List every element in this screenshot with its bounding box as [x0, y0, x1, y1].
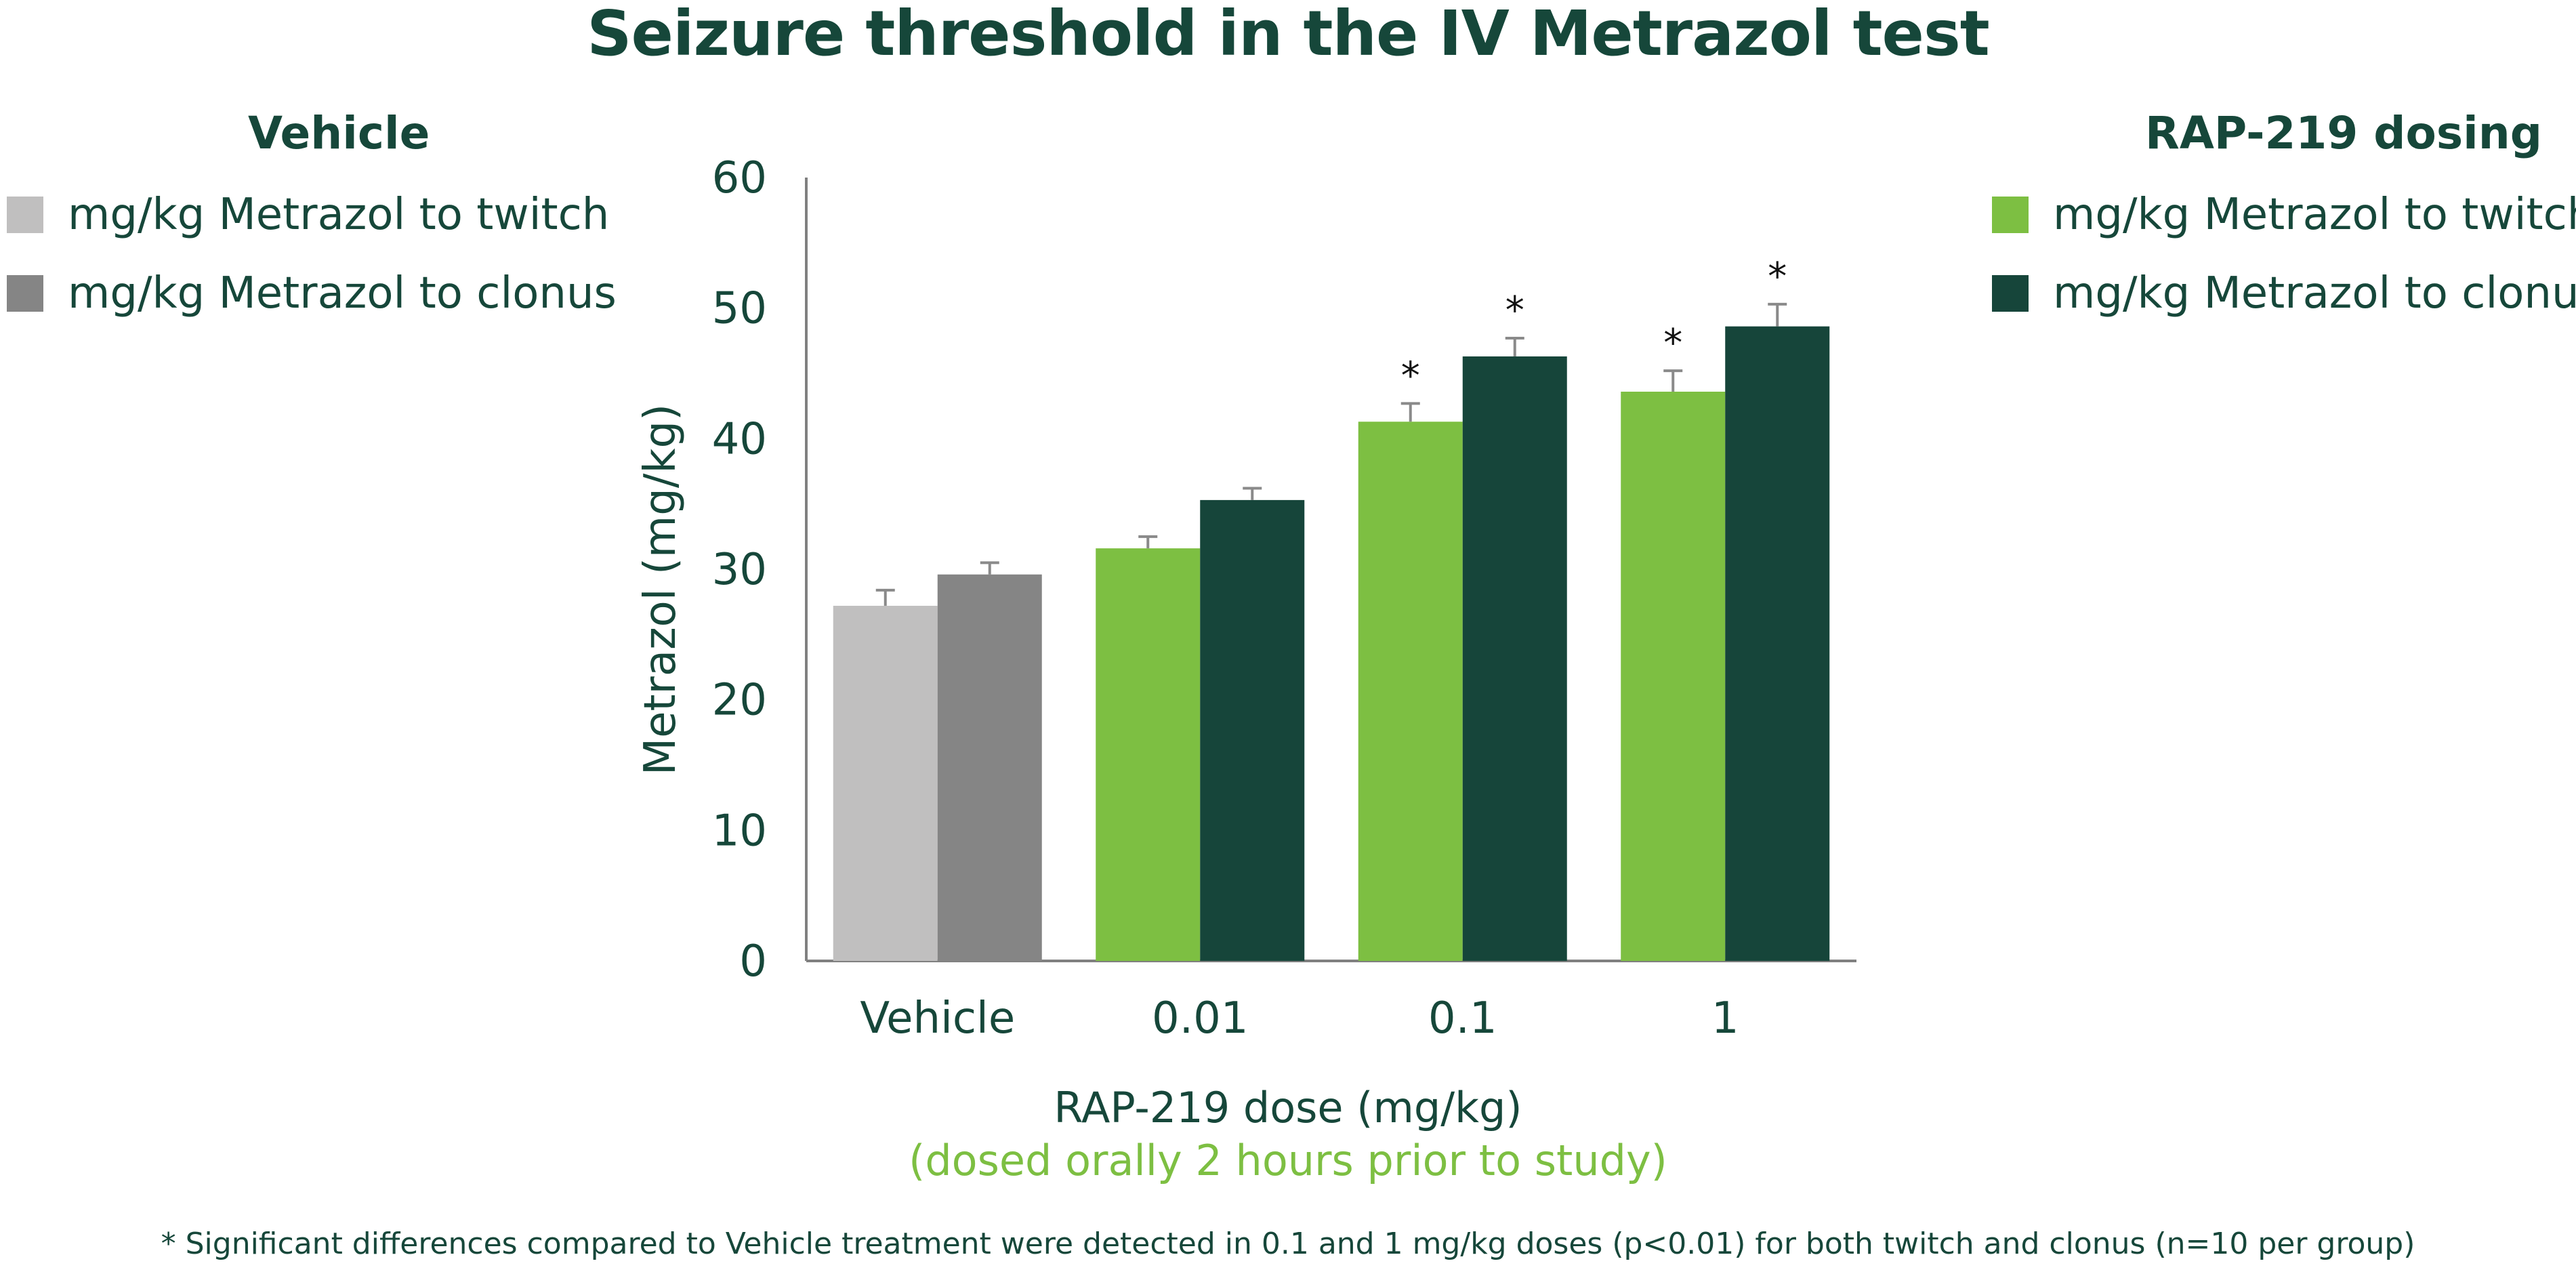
rap219-legend-clonus-label: mg/kg Metrazol to clonus [2053, 268, 2576, 318]
y-tick-label: 0 [739, 937, 767, 987]
rap219-legend-title: RAP-219 dosing [2145, 107, 2542, 159]
bar-clonus-0 [937, 574, 1042, 961]
y-tick-label: 20 [712, 676, 767, 726]
vehicle-twitch-swatch [7, 197, 43, 233]
vehicle-legend-clonus-label: mg/kg Metrazol to clonus [68, 268, 617, 318]
significance-star-twitch-3: * [1663, 321, 1682, 365]
bar-clonus-3 [1725, 326, 1830, 961]
rap219-clonus-swatch [1992, 275, 2029, 312]
rap219-legend-clonus: mg/kg Metrazol to clonus [1992, 268, 2576, 318]
y-tick-label: 60 [712, 153, 767, 203]
y-tick-label: 10 [712, 806, 767, 856]
bar-twitch-2 [1358, 422, 1463, 961]
y-tick-label: 30 [712, 545, 767, 595]
x-tick-label-2: 0.1 [1428, 993, 1497, 1044]
y-axis-label: Metrazol (mg/kg) [636, 404, 686, 775]
rap219-twitch-swatch [1992, 197, 2029, 233]
significance-star-clonus-3: * [1768, 255, 1787, 299]
y-tick-label: 40 [712, 414, 767, 464]
x-axis-label: RAP-219 dose (mg/kg) [1054, 1083, 1522, 1132]
bar-clonus-2 [1462, 356, 1567, 961]
x-tick-label-1: 0.01 [1152, 993, 1249, 1044]
vehicle-legend-twitch: mg/kg Metrazol to twitch [7, 190, 609, 240]
rap219-legend-twitch: mg/kg Metrazol to twitch [1992, 190, 2576, 240]
vehicle-clonus-swatch [7, 275, 43, 312]
x-tick-label-0: Vehicle [860, 993, 1015, 1044]
x-tick-label-3: 1 [1711, 993, 1739, 1044]
vehicle-legend-twitch-label: mg/kg Metrazol to twitch [68, 190, 610, 240]
vehicle-legend-clonus: mg/kg Metrazol to clonus [7, 268, 617, 318]
rap219-legend-twitch-label: mg/kg Metrazol to twitch [2053, 190, 2576, 240]
significance-star-twitch-2: * [1401, 354, 1420, 398]
bar-twitch-1 [1096, 548, 1201, 961]
bar-clonus-1 [1200, 499, 1305, 961]
significance-star-clonus-2: * [1505, 289, 1524, 333]
x-axis-sublabel: (dosed orally 2 hours prior to study) [909, 1136, 1667, 1185]
bar-twitch-3 [1621, 391, 1726, 961]
bar-twitch-0 [833, 605, 938, 961]
y-tick-label: 50 [712, 284, 767, 334]
vehicle-legend-title: Vehicle [248, 107, 430, 159]
footnote: * Significant differences compared to Ve… [161, 1227, 2415, 1261]
chart-title: Seizure threshold in the IV Metrazol tes… [587, 0, 1989, 70]
